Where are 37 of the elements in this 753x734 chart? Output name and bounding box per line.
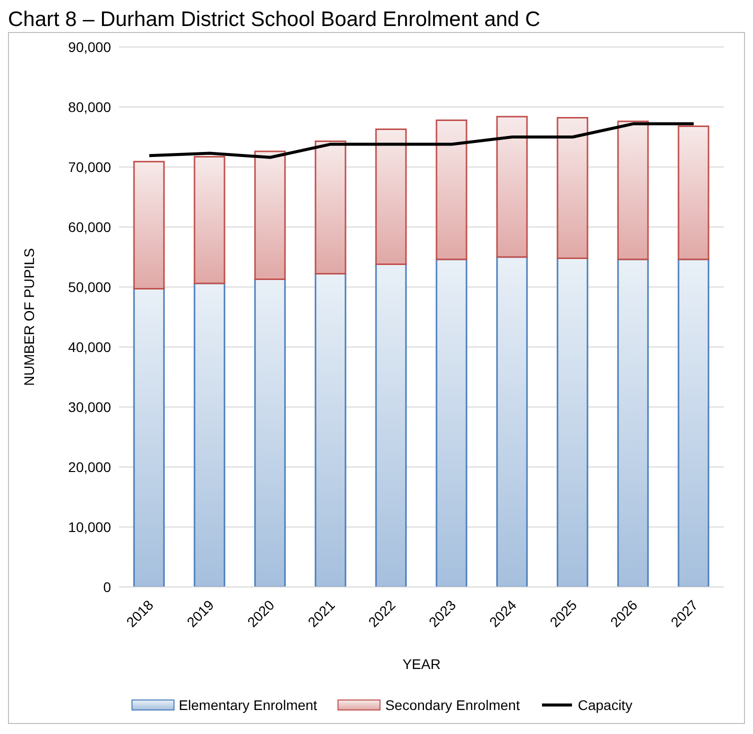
bar bbox=[194, 282, 226, 587]
y-tick-label: 10,000 bbox=[68, 518, 112, 535]
line-series bbox=[148, 122, 696, 159]
y-tick-label: 30,000 bbox=[68, 398, 112, 415]
bar bbox=[617, 258, 649, 587]
bar bbox=[194, 156, 226, 284]
bar bbox=[375, 128, 407, 265]
y-tick-label: 50,000 bbox=[68, 278, 112, 295]
bar bbox=[133, 288, 165, 587]
bar bbox=[678, 258, 710, 587]
y-tick-label: 80,000 bbox=[68, 98, 112, 115]
bar bbox=[314, 273, 346, 587]
bar bbox=[254, 150, 286, 280]
bar bbox=[254, 278, 286, 587]
y-tick-label: 70,000 bbox=[68, 158, 112, 175]
bar bbox=[556, 117, 588, 259]
y-tick-label: 40,000 bbox=[68, 338, 112, 355]
y-tick-label: 90,000 bbox=[68, 38, 112, 55]
bar bbox=[314, 140, 346, 275]
bar bbox=[496, 116, 528, 258]
y-axis-title: NUMBER OF PUPILS bbox=[20, 248, 37, 386]
bar bbox=[375, 263, 407, 587]
bar bbox=[678, 125, 710, 260]
bar bbox=[617, 120, 649, 260]
bar bbox=[436, 119, 468, 260]
legend-label: Capacity bbox=[578, 697, 632, 713]
bar bbox=[436, 258, 468, 587]
bar bbox=[496, 256, 528, 587]
x-axis-title: YEAR bbox=[402, 656, 441, 672]
y-tick-label: 60,000 bbox=[68, 218, 112, 235]
bar bbox=[556, 257, 588, 587]
legend-label: Secondary Enrolment bbox=[385, 697, 520, 713]
chart-title: Chart 8 – Durham District School Board Enrolment and C bbox=[8, 8, 542, 32]
y-tick-label: 20,000 bbox=[68, 458, 112, 475]
legend-label: Elementary Enrolment bbox=[178, 697, 318, 713]
y-tick-label: 0 bbox=[103, 578, 112, 595]
bar bbox=[133, 160, 165, 290]
